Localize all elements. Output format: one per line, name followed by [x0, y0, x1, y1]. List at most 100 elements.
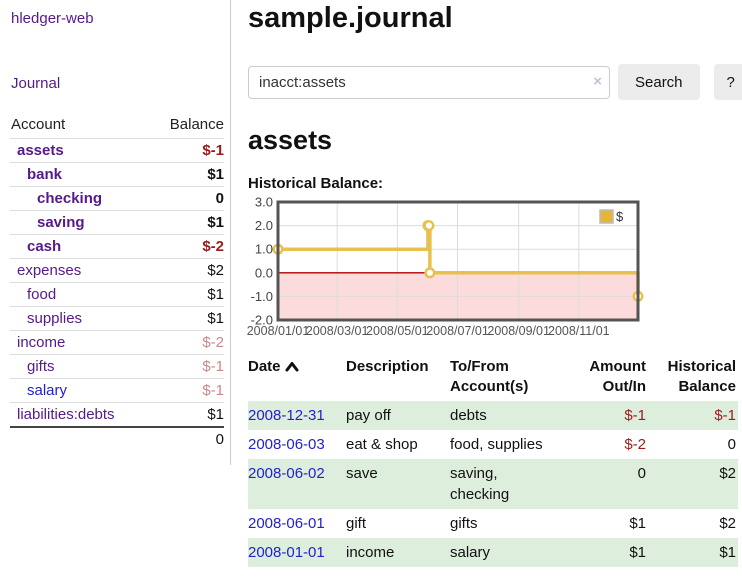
account-link[interactable]: gifts	[27, 358, 55, 375]
transaction-date-link[interactable]: 2008-01-01	[248, 544, 325, 561]
transaction-row[interactable]: 2008-06-02 save saving, checking 0 $2	[248, 459, 738, 509]
transaction-description: save	[346, 465, 378, 482]
account-balance: $2	[207, 262, 224, 279]
account-link[interactable]: food	[27, 286, 57, 303]
account-balance: $-2	[202, 238, 224, 255]
col-historical-balance: Historical Balance	[667, 358, 736, 395]
transaction-balance: 0	[727, 436, 736, 453]
search-help-button[interactable]: ?	[713, 64, 742, 100]
transaction-date-link[interactable]: 2008-06-03	[248, 436, 325, 453]
transaction-row[interactable]: 2008-01-01 income salary $1 $1	[248, 538, 738, 567]
chart-title: Historical Balance:	[248, 175, 384, 192]
transaction-balance: $-1	[714, 407, 736, 424]
accounts-table: Account Balance assets $-1 bank $1 checking 0…	[10, 113, 224, 451]
transaction-row[interactable]: 2008-12-31 pay off debts $-1 $-1	[248, 401, 738, 430]
account-row: checking 0	[10, 186, 224, 211]
sidebar: hledger-web Journal Account Balance asse…	[0, 0, 231, 465]
transaction-description: eat & shop	[346, 436, 418, 453]
svg-text:2008/03/01: 2008/03/01	[306, 324, 369, 338]
svg-text:-2.0: -2.0	[251, 313, 273, 328]
svg-text:-1.0: -1.0	[251, 289, 273, 304]
sidebar-nav: Journal	[11, 75, 224, 93]
account-balance: $1	[207, 310, 224, 327]
transaction-description: pay off	[346, 407, 391, 424]
search-input[interactable]	[248, 65, 610, 99]
account-link[interactable]: cash	[27, 238, 62, 255]
account-balance: $1	[207, 406, 224, 423]
transaction-accounts: saving, checking	[450, 465, 510, 503]
page-title: sample.journal	[248, 2, 453, 34]
transaction-row[interactable]: 2008-06-01 gift gifts $1 $2	[248, 509, 738, 538]
sidebar-item-journal[interactable]: Journal	[11, 75, 61, 92]
search-button[interactable]: Search	[618, 64, 700, 100]
transaction-date-link[interactable]: 2008-06-01	[248, 515, 325, 532]
accounts-total-row: 0	[10, 426, 224, 451]
account-link[interactable]: expenses	[17, 262, 82, 279]
col-amount-outin: Amount Out/In	[589, 358, 646, 395]
svg-text:2008/09/01: 2008/09/01	[487, 324, 550, 338]
svg-text:$: $	[616, 209, 624, 224]
account-balance: $-2	[202, 334, 224, 351]
account-row: gifts $-1	[10, 354, 224, 379]
accounts-total-value: 0	[150, 426, 224, 451]
transaction-accounts: food, supplies	[450, 436, 543, 453]
svg-text:0.0: 0.0	[255, 265, 273, 280]
svg-text:2008/11/01: 2008/11/01	[548, 324, 610, 338]
account-row: income $-2	[10, 330, 224, 355]
transaction-balance: $2	[719, 465, 736, 482]
sort-ascending-icon	[285, 362, 299, 372]
hledger-web-app: hledger-web Journal Account Balance asse…	[0, 0, 742, 567]
account-link[interactable]: bank	[27, 166, 63, 183]
accounts-col-account: Account	[11, 116, 66, 133]
col-date-sort[interactable]: Date	[248, 354, 346, 401]
account-row: liabilities:debts $1	[10, 402, 224, 427]
transaction-date-link[interactable]: 2008-12-31	[248, 407, 325, 424]
account-row: supplies $1	[10, 306, 224, 331]
transaction-amount: $-2	[624, 436, 646, 453]
account-row: cash $-2	[10, 234, 224, 259]
col-description: Description	[346, 358, 429, 375]
transactions-header-row: Date Description To/From Account(s) Amoun…	[248, 354, 738, 401]
search-form: × Search ?	[248, 64, 742, 100]
svg-text:1.0: 1.0	[255, 242, 273, 257]
account-balance: 0	[215, 190, 224, 207]
account-balance: $1	[207, 286, 224, 303]
account-balance: $-1	[202, 358, 224, 375]
account-link[interactable]: liabilities:debts	[17, 406, 115, 423]
svg-text:3.0: 3.0	[255, 195, 273, 210]
app-title-link[interactable]: hledger-web	[11, 10, 94, 27]
transaction-balance: $1	[719, 544, 736, 561]
account-balance: $-1	[202, 142, 224, 159]
transaction-accounts: debts	[450, 407, 487, 424]
account-link[interactable]: checking	[37, 190, 103, 207]
transaction-amount: $-1	[624, 407, 646, 424]
transaction-accounts: salary	[450, 544, 491, 561]
transaction-amount: 0	[637, 465, 646, 482]
main-content: sample.journal × Search ? assets Histori…	[231, 0, 742, 567]
account-balance: $1	[207, 166, 224, 183]
account-link[interactable]: assets	[17, 142, 64, 159]
col-tofrom-accounts: To/From Account(s)	[450, 358, 529, 395]
transaction-amount: $1	[629, 515, 646, 532]
transaction-amount: $1	[629, 544, 646, 561]
transactions-table: Date Description To/From Account(s) Amoun…	[248, 354, 738, 567]
account-link[interactable]: income	[17, 334, 66, 351]
account-balance: $-1	[202, 382, 224, 399]
transaction-row[interactable]: 2008-06-03 eat & shop food, supplies $-2 0	[248, 430, 738, 459]
svg-text:2008/01/01: 2008/01/01	[247, 324, 310, 338]
account-balance: $1	[207, 214, 224, 231]
transaction-description: income	[346, 544, 395, 561]
account-link[interactable]: salary	[27, 382, 68, 399]
account-row: food $1	[10, 282, 224, 307]
account-row: bank $1	[10, 162, 224, 187]
account-link[interactable]: saving	[37, 214, 85, 231]
svg-text:2008/05/01: 2008/05/01	[366, 324, 429, 338]
transaction-accounts: gifts	[450, 515, 478, 532]
account-heading: assets	[248, 125, 333, 155]
clear-search-icon[interactable]: ×	[593, 72, 602, 90]
account-row: salary $-1	[10, 378, 224, 403]
transaction-balance: $2	[719, 515, 736, 532]
account-link[interactable]: supplies	[27, 310, 83, 327]
accounts-col-balance: Balance	[169, 116, 224, 133]
transaction-date-link[interactable]: 2008-06-02	[248, 465, 325, 482]
